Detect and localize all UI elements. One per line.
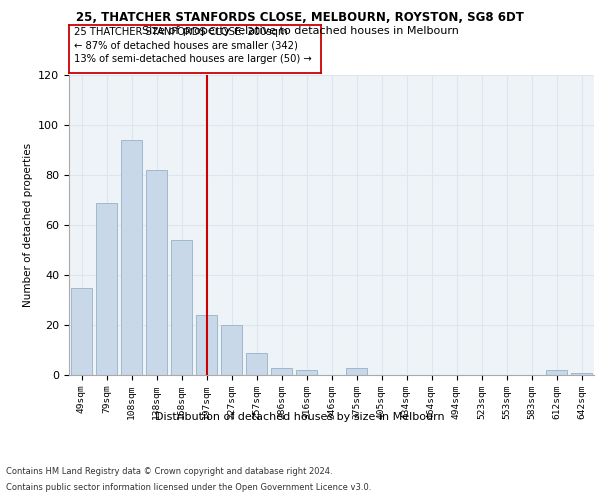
Y-axis label: Number of detached properties: Number of detached properties: [23, 143, 32, 307]
Bar: [121, 140, 142, 375]
Bar: [346, 368, 367, 375]
Bar: [246, 352, 267, 375]
Bar: [271, 368, 292, 375]
Bar: [221, 325, 242, 375]
Text: 25 THATCHER STANFORDS CLOSE: 200sqm
← 87% of detached houses are smaller (342)
1: 25 THATCHER STANFORDS CLOSE: 200sqm ← 87…: [74, 28, 312, 64]
Text: Distribution of detached houses by size in Melbourn: Distribution of detached houses by size …: [155, 412, 445, 422]
Text: Contains public sector information licensed under the Open Government Licence v3: Contains public sector information licen…: [6, 484, 371, 492]
Bar: [296, 370, 317, 375]
Text: Contains HM Land Registry data © Crown copyright and database right 2024.: Contains HM Land Registry data © Crown c…: [6, 468, 332, 476]
Bar: [71, 288, 92, 375]
Bar: [171, 240, 192, 375]
Bar: [96, 202, 117, 375]
Bar: [546, 370, 567, 375]
Text: 25, THATCHER STANFORDS CLOSE, MELBOURN, ROYSTON, SG8 6DT: 25, THATCHER STANFORDS CLOSE, MELBOURN, …: [76, 11, 524, 24]
Bar: [196, 315, 217, 375]
Bar: [146, 170, 167, 375]
Bar: [571, 372, 592, 375]
Text: Size of property relative to detached houses in Melbourn: Size of property relative to detached ho…: [142, 26, 458, 36]
